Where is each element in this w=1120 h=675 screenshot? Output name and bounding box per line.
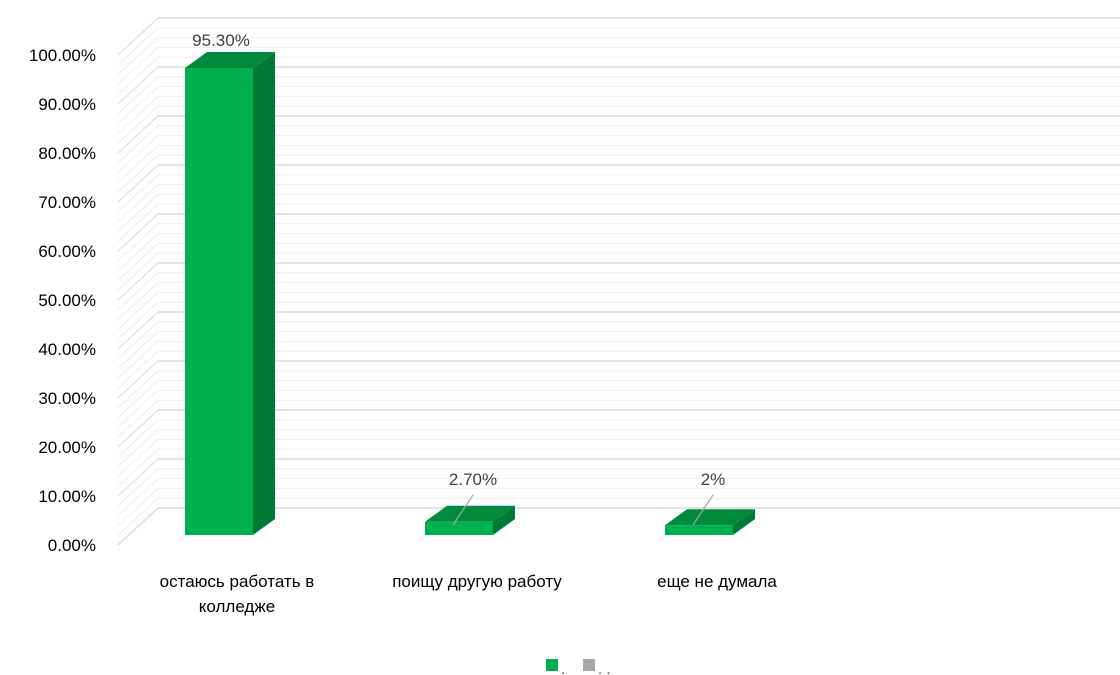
side-wall-line [118,38,158,75]
side-wall-line [118,498,158,535]
x-axis-categories: остаюсь работать в колледже поищу другую р… [160,572,778,616]
data-label: 2.70% [449,470,497,489]
side-wall-line [118,214,158,251]
side-wall-line [118,243,158,280]
floor-edge [118,508,158,545]
category-label: поищу другую работу [392,572,562,591]
y-tick-label: 10.00% [38,487,96,506]
side-wall-line [118,302,158,339]
side-wall-line [118,185,158,222]
side-wall-line [118,106,158,143]
bar-side [253,52,275,535]
y-tick-label: 60.00% [38,242,96,261]
side-wall-line [118,47,158,84]
side-wall-line [118,175,158,212]
side-wall-line [118,87,158,124]
side-wall-line [118,469,158,506]
y-tick-label: 40.00% [38,340,96,359]
side-wall-line [118,57,158,94]
bars [185,52,755,535]
side-wall-line [118,449,158,486]
side-wall-line [118,361,158,398]
side-wall-line [118,371,158,408]
side-wall-line [118,439,158,476]
side-wall-line [118,116,158,153]
side-wall-line [118,204,158,241]
side-wall-line [118,410,158,447]
side-wall-line [118,273,158,310]
legend-swatch [546,659,558,671]
side-wall-line [118,224,158,261]
side-wall-line [118,234,158,271]
legend-label: . . [598,661,611,675]
side-wall-line [118,479,158,516]
data-label: 2% [701,470,726,489]
y-tick-label: 80.00% [38,144,96,163]
side-wall-line [118,292,158,329]
side-wall-line [118,459,158,496]
side-wall-line [118,420,158,457]
y-tick-label: 70.00% [38,193,96,212]
bar-front [425,522,493,535]
side-wall-line [118,77,158,114]
side-wall-line [118,322,158,359]
side-wall-line [118,145,158,182]
bar [185,52,275,535]
side-wall-line [118,312,158,349]
side-wall-line [118,351,158,388]
bar [425,506,515,535]
side-wall-line [118,400,158,437]
category-label: остаюсь работать в [160,572,315,591]
data-label: 95.30% [192,31,250,50]
side-wall-line [118,165,158,202]
side-wall-line [118,28,158,65]
y-tick-label: 0.00% [48,536,96,555]
y-tick-label: 30.00% [38,389,96,408]
legend-label: . [561,661,565,675]
bar [665,509,755,535]
y-tick-label: 100.00% [29,46,96,65]
bar-front [185,68,253,535]
y-axis-ticks: 0.00% 10.00% 20.00% 30.00% 40.00% 50.00% 60.00… [29,46,96,555]
side-wall-line [118,136,158,173]
side-wall-line [118,155,158,192]
side-wall-line [118,18,158,55]
y-tick-label: 20.00% [38,438,96,457]
side-wall-line [118,67,158,104]
y-tick-label: 50.00% [38,291,96,310]
legend: . . . [546,659,611,675]
side-wall-line [118,381,158,418]
bar-front [665,525,733,535]
side-wall-line [118,194,158,231]
side-wall-line [118,341,158,378]
side-wall-line [118,96,158,133]
side-wall-line [118,253,158,290]
legend-swatch [583,659,595,671]
side-wall-line [118,430,158,467]
side-wall-line [118,332,158,369]
side-wall-line [118,283,158,320]
side-wall-line [118,390,158,427]
side-wall-line [118,126,158,163]
side-wall-line [118,488,158,525]
side-wall-line [118,263,158,300]
category-label: еще не думала [657,572,777,591]
y-tick-label: 90.00% [38,95,96,114]
category-label: колледже [199,597,275,616]
